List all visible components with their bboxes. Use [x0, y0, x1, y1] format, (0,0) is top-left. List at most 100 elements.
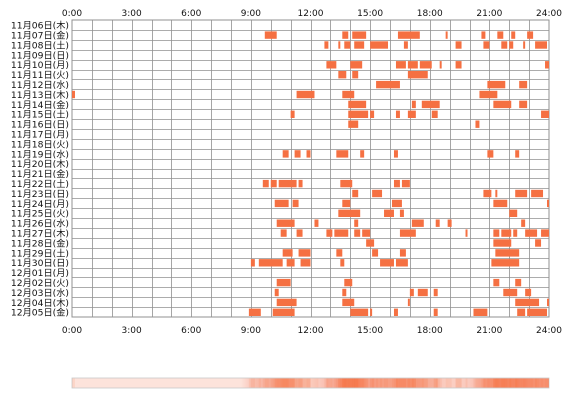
density-streak — [509, 378, 518, 388]
activity-span — [525, 229, 538, 237]
activity-span — [298, 249, 311, 257]
x-tick-label-bottom: 3:00 — [122, 326, 142, 336]
density-streak — [541, 378, 549, 388]
day-label: 12月01日(月) — [11, 268, 69, 279]
density-streak — [407, 378, 418, 388]
day-label: 11月17日(月) — [11, 129, 69, 140]
activity-span — [393, 308, 398, 316]
density-streak — [399, 378, 416, 388]
density-streak — [407, 378, 416, 388]
density-streak — [264, 378, 277, 388]
activity-span — [250, 259, 255, 267]
activity-span — [393, 150, 398, 158]
density-streak — [360, 378, 365, 388]
x-tick-label-bottom: 24:00 — [536, 326, 562, 336]
density-streak — [497, 378, 504, 388]
x-tick-label-top: 9:00 — [241, 9, 261, 19]
activity-span — [352, 31, 367, 39]
density-streak — [340, 378, 353, 388]
activity-span — [541, 110, 549, 118]
activity-span — [372, 189, 383, 198]
density-streak — [535, 378, 548, 388]
day-label: 11月26日(水) — [11, 218, 69, 230]
density-streak — [545, 378, 549, 388]
day-label: 11月21日(金) — [11, 168, 69, 180]
activity-span — [525, 288, 532, 297]
x-tick-label-bottom: 21:00 — [476, 326, 502, 336]
activity-span — [272, 308, 295, 316]
activity-span — [547, 199, 549, 208]
activity-span — [493, 239, 512, 247]
density-streak — [433, 378, 438, 388]
density-streak — [475, 378, 480, 388]
activity-span — [527, 31, 534, 39]
x-axis-bottom: 0:00 3:00 6:00 9:00 12:00 15:00 18:00 21:00 24:0… — [62, 326, 562, 336]
density-streak — [370, 378, 389, 388]
activity-span — [509, 41, 514, 49]
density-streak — [384, 378, 394, 388]
activity-span — [264, 31, 277, 39]
activity-span — [487, 80, 506, 89]
density-streak — [270, 378, 277, 388]
density-streak — [495, 378, 498, 388]
activity-span — [433, 288, 438, 297]
activity-span — [495, 189, 498, 198]
density-streak — [445, 378, 448, 388]
activity-span — [278, 179, 297, 188]
activity-span — [445, 31, 448, 39]
activity-span — [370, 41, 389, 49]
density-streak — [326, 378, 337, 388]
activity-span — [501, 229, 512, 237]
density-streak — [395, 378, 400, 388]
activity-span — [274, 288, 279, 297]
activity-span — [535, 239, 542, 247]
activity-span — [465, 229, 468, 237]
density-streak — [547, 378, 549, 388]
density-streak — [483, 378, 490, 388]
density-streak — [513, 378, 518, 388]
density-streak — [399, 378, 404, 388]
density-streak — [296, 378, 303, 388]
activity-span — [296, 229, 303, 237]
density-streak — [250, 378, 255, 388]
activity-span — [370, 110, 375, 118]
density-streak — [292, 378, 299, 388]
activity-span — [292, 199, 299, 208]
activity-span — [393, 179, 400, 188]
density-streak — [407, 378, 428, 388]
density-streak — [487, 378, 506, 388]
density-streak — [326, 378, 333, 388]
x-tick-label-bottom: 18:00 — [417, 326, 443, 336]
density-streak — [433, 378, 438, 388]
activity-span — [342, 31, 349, 39]
density-streak — [455, 378, 462, 388]
density-streak — [372, 378, 379, 388]
density-streak — [354, 378, 361, 388]
activity-span — [391, 199, 402, 208]
density-streak — [298, 378, 303, 388]
density-streak — [465, 378, 468, 388]
activity-span — [473, 308, 488, 316]
grid — [71, 19, 550, 318]
activity-span — [435, 219, 440, 227]
density-streak — [419, 378, 432, 388]
activity-span — [342, 90, 355, 99]
activity-span — [338, 41, 341, 49]
activity-span — [274, 199, 289, 208]
x-tick-label-bottom: 6:00 — [181, 326, 201, 336]
density-streak — [362, 378, 371, 388]
density-streak — [541, 378, 549, 388]
density-streak — [391, 378, 402, 388]
activity-span — [399, 229, 416, 237]
day-label: 12月04日(木) — [11, 297, 69, 309]
density-streak — [338, 378, 347, 388]
day-label: 11月07日(金) — [11, 29, 69, 41]
density-streak — [547, 378, 549, 388]
activity-span — [479, 90, 498, 99]
density-streak — [342, 378, 347, 388]
activity-span — [493, 199, 508, 208]
density-streak — [479, 378, 498, 388]
density-streak — [421, 378, 440, 388]
density-streak — [515, 378, 540, 388]
